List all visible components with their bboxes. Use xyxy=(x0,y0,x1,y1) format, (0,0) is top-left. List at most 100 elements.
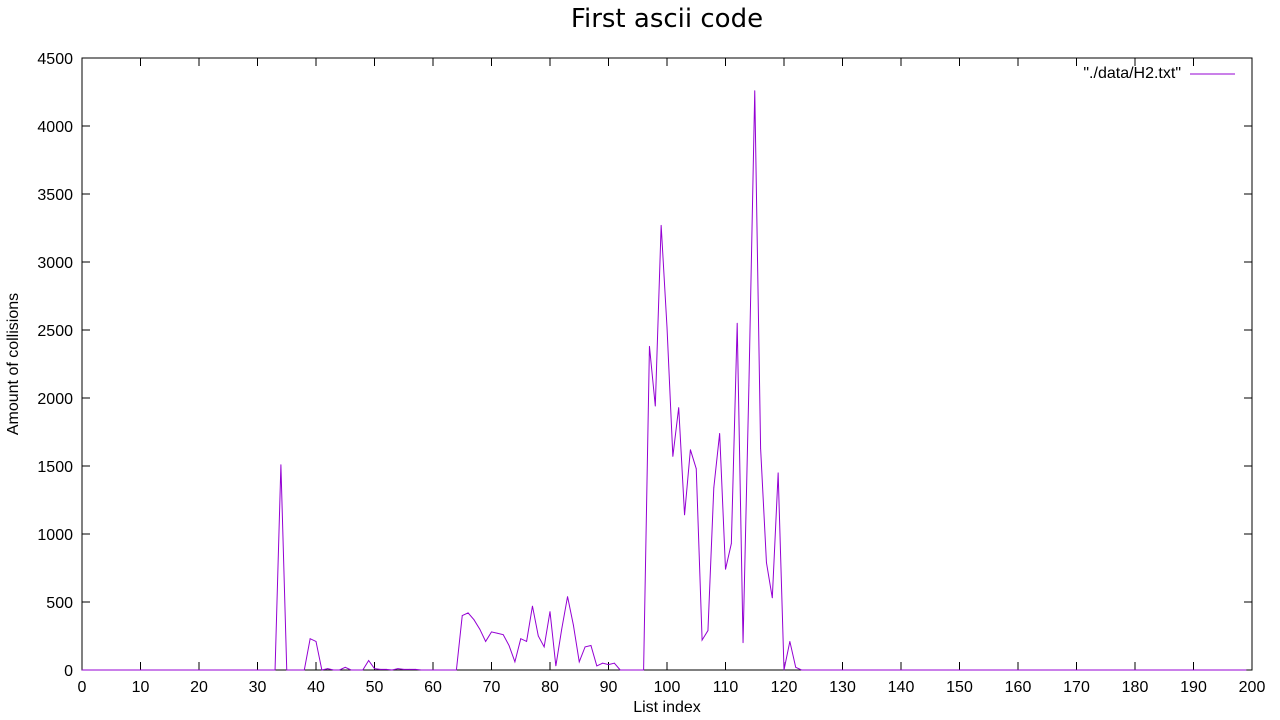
data-point xyxy=(1011,669,1013,671)
data-point xyxy=(976,669,978,671)
data-point xyxy=(795,666,797,668)
data-point xyxy=(871,669,873,671)
data-point xyxy=(619,669,621,671)
data-point xyxy=(222,669,223,671)
data-point xyxy=(1245,669,1247,671)
data-point xyxy=(1193,669,1194,671)
data-point xyxy=(415,668,416,670)
data-point xyxy=(959,669,960,671)
data-point xyxy=(660,224,662,226)
data-point xyxy=(1005,669,1007,671)
data-point xyxy=(678,407,680,408)
data-point xyxy=(186,669,188,671)
data-point xyxy=(742,642,744,644)
data-point xyxy=(865,669,867,671)
data-point xyxy=(163,669,165,671)
data-point xyxy=(286,669,288,671)
series-group xyxy=(81,90,1247,671)
data-point xyxy=(280,464,282,466)
data-point xyxy=(1140,669,1142,671)
data-point xyxy=(298,669,299,671)
data-point xyxy=(1234,669,1235,671)
data-point xyxy=(1070,669,1072,671)
data-point xyxy=(438,669,440,671)
y-tick-label: 0 xyxy=(64,663,73,680)
data-point xyxy=(894,669,896,671)
data-point xyxy=(116,669,118,671)
data-point xyxy=(1181,669,1183,671)
data-point xyxy=(596,665,598,667)
data-point xyxy=(227,669,229,671)
data-point xyxy=(964,669,966,671)
data-point xyxy=(1087,669,1089,671)
y-tick-label: 500 xyxy=(46,595,73,612)
data-point xyxy=(988,669,990,671)
data-point xyxy=(496,632,498,634)
y-tick-label: 3000 xyxy=(37,255,73,272)
data-point xyxy=(262,669,264,671)
data-point xyxy=(508,645,510,646)
data-point xyxy=(145,669,147,671)
x-axis-label: List index xyxy=(633,699,701,716)
data-point xyxy=(1093,669,1095,671)
data-point xyxy=(906,669,908,671)
x-tick-labels: 0 10 20 30 40 50 60 70 80 90 100 110 120 130 140 150 160… xyxy=(78,679,1266,696)
x-tick-label: 130 xyxy=(829,679,856,696)
data-point xyxy=(859,669,861,671)
data-point xyxy=(122,669,124,671)
y-tick-label: 1500 xyxy=(37,459,73,476)
x-tick-label: 80 xyxy=(541,679,559,696)
data-point xyxy=(1017,669,1019,671)
data-point xyxy=(1158,669,1159,671)
data-point xyxy=(268,669,270,671)
data-point xyxy=(502,634,504,636)
y-tick-label: 4500 xyxy=(37,51,73,68)
data-point xyxy=(1216,669,1218,671)
data-point xyxy=(701,639,703,641)
data-point xyxy=(584,646,586,648)
data-point xyxy=(1152,669,1153,671)
data-point xyxy=(1023,669,1025,671)
data-point xyxy=(426,669,428,671)
data-point xyxy=(1041,669,1042,671)
data-point xyxy=(87,669,89,671)
data-point xyxy=(994,669,995,671)
data-point xyxy=(777,472,779,474)
data-point xyxy=(151,669,153,671)
data-point xyxy=(251,669,253,671)
data-point xyxy=(110,669,112,671)
data-point xyxy=(684,514,685,516)
x-tick-label: 60 xyxy=(424,679,442,696)
data-point xyxy=(690,449,691,451)
data-point xyxy=(900,669,902,671)
data-point xyxy=(432,669,434,671)
data-point xyxy=(608,664,609,665)
data-point xyxy=(157,669,159,671)
data-point xyxy=(1210,669,1212,671)
data-point xyxy=(578,661,580,663)
data-point xyxy=(883,669,884,671)
data-point xyxy=(766,562,767,563)
data-point xyxy=(181,669,182,671)
data-point xyxy=(105,669,106,671)
data-point xyxy=(666,326,668,328)
data-point xyxy=(473,619,475,621)
data-point xyxy=(631,669,633,671)
x-tick-label: 100 xyxy=(654,679,681,696)
data-point xyxy=(204,669,206,671)
data-point xyxy=(1122,669,1124,671)
data-point xyxy=(1239,669,1241,671)
data-point xyxy=(1105,669,1107,671)
x-tick-label: 50 xyxy=(366,679,384,696)
data-point xyxy=(941,669,943,671)
x-tick-label: 150 xyxy=(946,679,973,696)
data-point xyxy=(385,668,387,670)
data-point xyxy=(818,669,820,671)
data-point xyxy=(953,669,955,671)
data-point xyxy=(760,447,761,449)
data-point xyxy=(730,543,732,544)
data-point xyxy=(771,597,773,599)
data-point xyxy=(257,669,258,671)
data-point xyxy=(456,669,457,671)
y-tick-labels: 0 500 1000 1500 2000 2500 3000 3500 4000 4500 xyxy=(37,51,73,680)
